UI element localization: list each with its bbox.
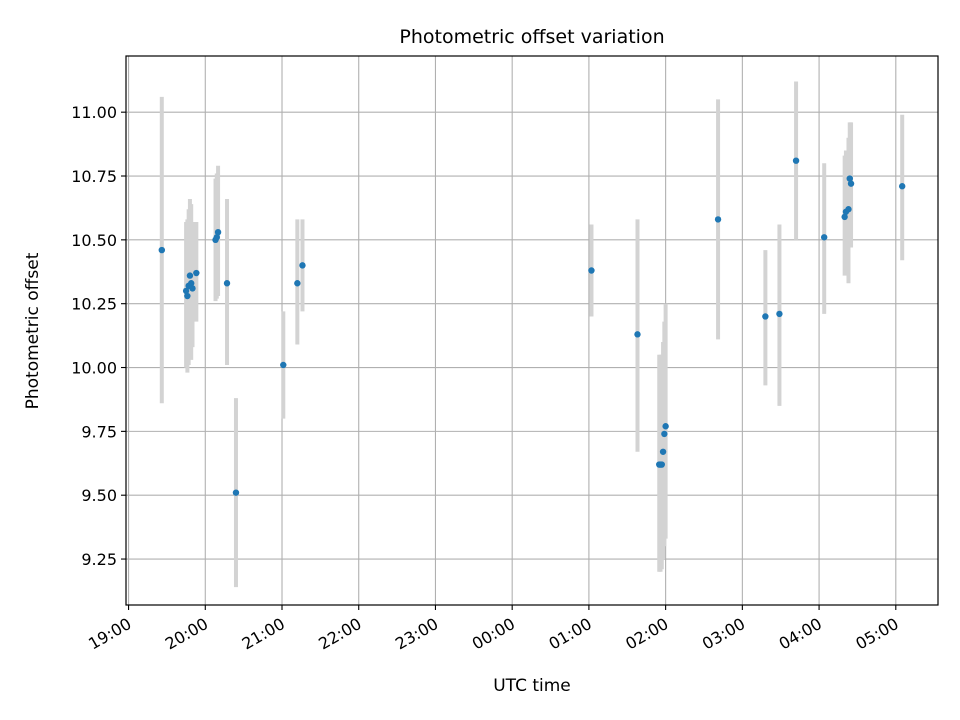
data-point	[188, 280, 195, 287]
data-point	[841, 213, 848, 221]
data-point	[846, 175, 853, 182]
y-tick-label: 10.00	[71, 359, 117, 378]
y-tick-label: 9.50	[81, 486, 117, 505]
y-tick-label: 10.25	[71, 295, 117, 314]
data-point	[299, 262, 306, 269]
data-point	[762, 313, 769, 320]
data-point	[714, 216, 722, 223]
y-tick-label: 9.75	[81, 422, 117, 441]
data-point	[184, 292, 191, 300]
data-point	[588, 267, 595, 274]
data-point	[193, 269, 200, 277]
y-tick-label: 11.00	[71, 103, 117, 122]
data-point	[847, 180, 855, 187]
grid-layer	[126, 56, 938, 605]
data-point	[898, 183, 906, 190]
data-point	[232, 489, 240, 496]
data-point	[845, 206, 852, 213]
y-tick-label: 10.50	[71, 231, 117, 250]
data-point	[213, 234, 220, 241]
chart-title: Photometric offset variation	[399, 26, 664, 48]
data-point	[662, 423, 669, 430]
data-point	[182, 287, 190, 295]
data-point	[661, 430, 668, 438]
data-point	[280, 361, 287, 369]
data-point	[294, 280, 301, 287]
data-point	[776, 310, 783, 318]
data-point	[820, 234, 828, 241]
x-axis-title: UTC time	[493, 676, 571, 696]
point-layer	[158, 157, 906, 496]
y-tick-label: 9.25	[81, 550, 117, 569]
data-point	[634, 331, 641, 338]
data-point	[189, 285, 196, 292]
data-point	[158, 246, 166, 254]
y-axis-title: Photometric offset	[23, 252, 43, 409]
data-point	[658, 461, 665, 468]
y-tick-label: 10.75	[71, 167, 117, 186]
data-point	[223, 280, 231, 287]
data-point	[186, 272, 194, 279]
data-point	[792, 157, 800, 164]
plot-frame	[125, 55, 939, 606]
data-point	[659, 448, 667, 455]
data-point	[214, 228, 222, 236]
